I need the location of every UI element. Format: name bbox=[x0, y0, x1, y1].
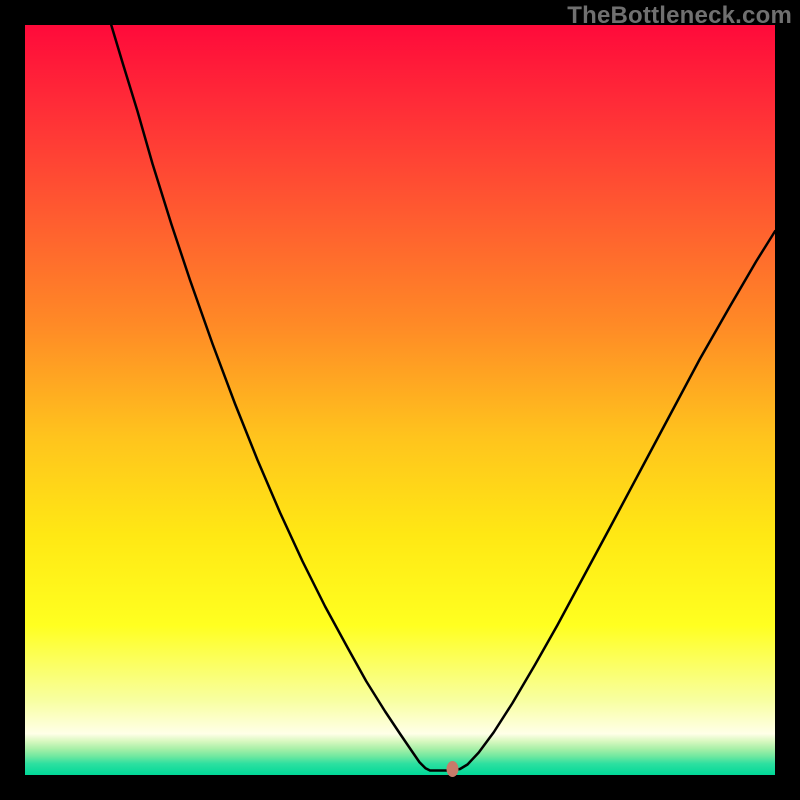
optimum-marker bbox=[447, 761, 459, 777]
plot-background-gradient bbox=[25, 25, 775, 775]
chart-container: { "watermark": { "text": "TheBottleneck.… bbox=[0, 0, 800, 800]
bottleneck-curve-chart bbox=[0, 0, 800, 800]
watermark-text: TheBottleneck.com bbox=[567, 2, 792, 30]
